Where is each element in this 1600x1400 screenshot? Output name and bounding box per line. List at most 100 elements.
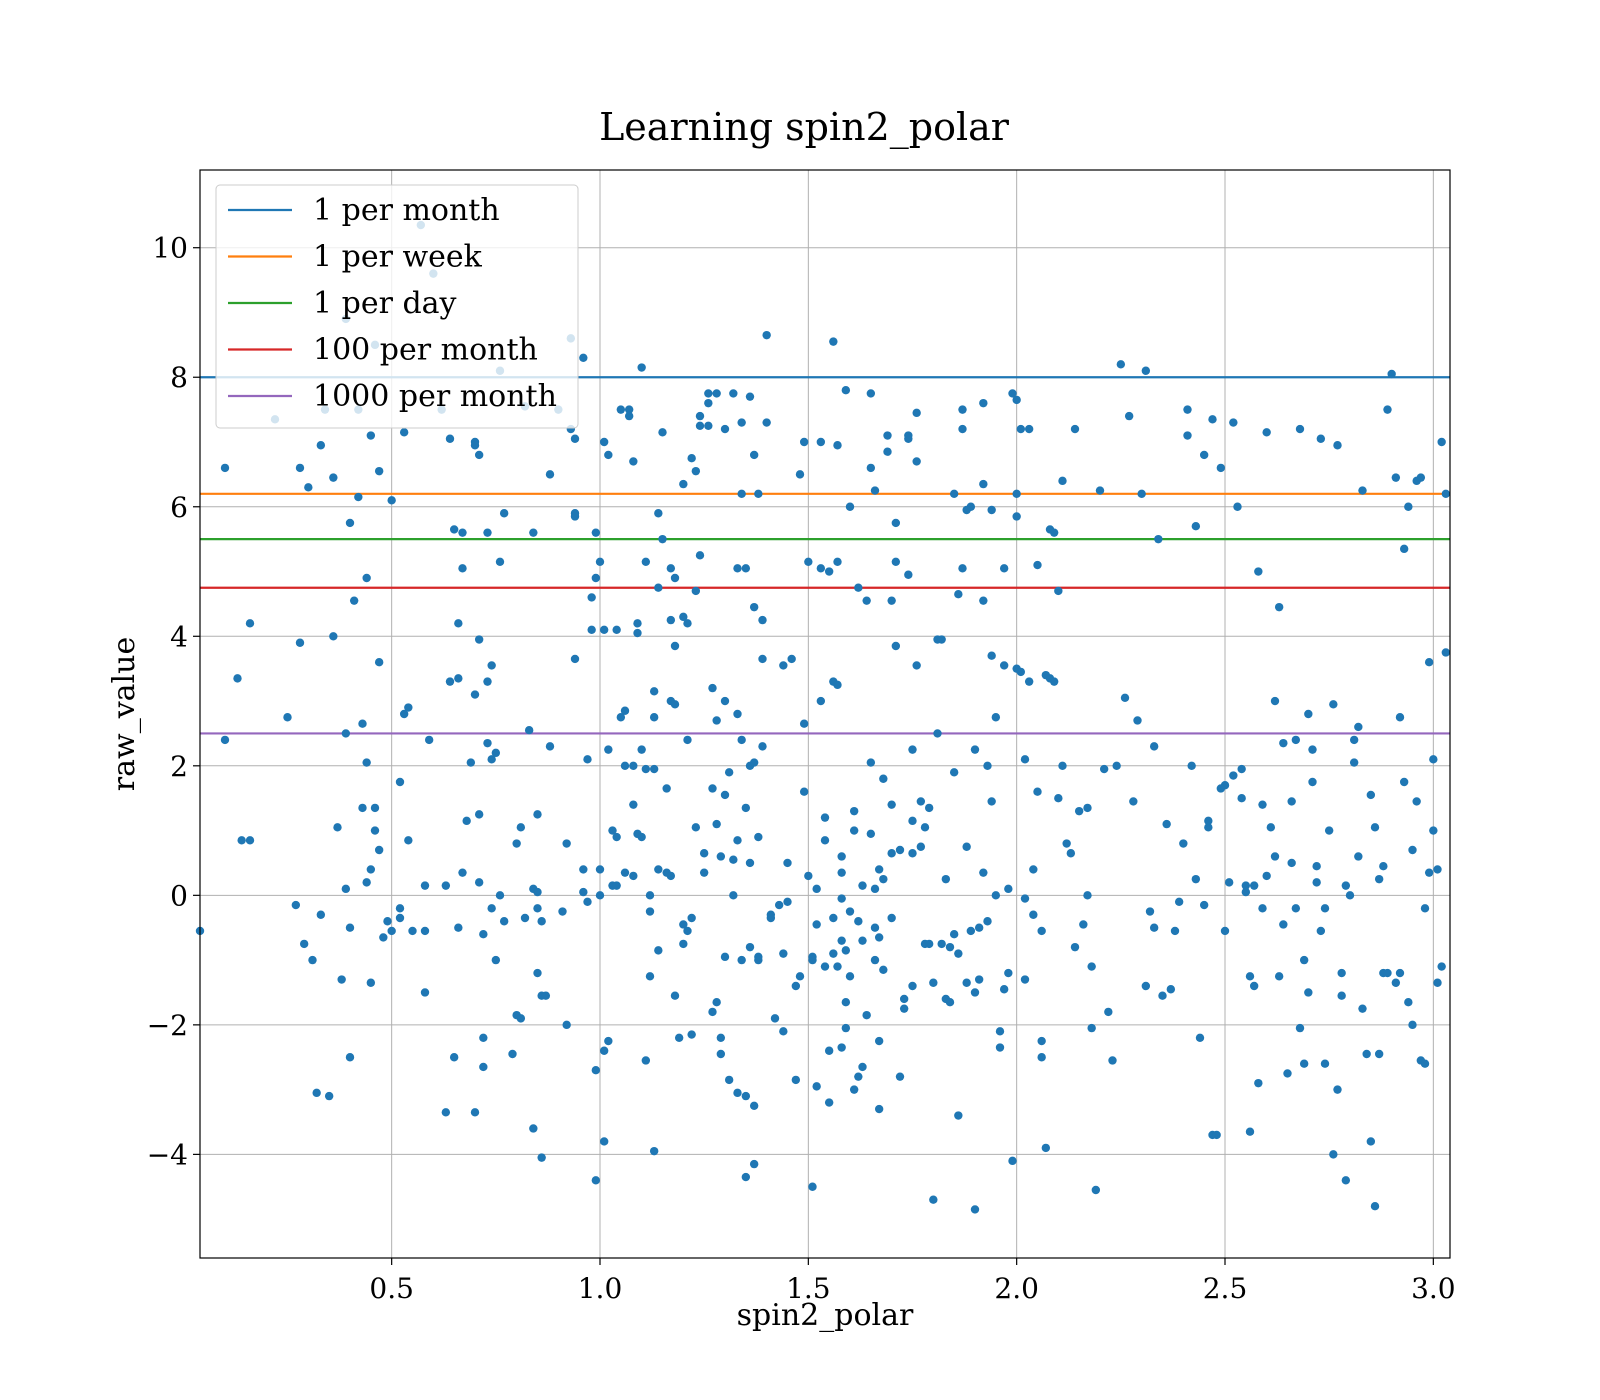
data-point — [1204, 823, 1213, 832]
x-tick-label: 1.0 — [578, 1272, 623, 1305]
data-point — [512, 839, 521, 848]
data-point — [329, 473, 338, 482]
data-point — [1279, 738, 1288, 748]
data-point — [604, 745, 613, 754]
data-point — [983, 761, 992, 771]
data-point — [929, 978, 938, 987]
data-point — [604, 450, 613, 460]
data-point — [1266, 823, 1276, 832]
data-point — [1404, 997, 1413, 1007]
data-point — [562, 1020, 571, 1030]
data-point — [474, 450, 484, 460]
data-point — [799, 787, 809, 796]
data-point — [1399, 544, 1409, 554]
data-point — [687, 453, 696, 463]
data-point — [708, 784, 717, 793]
data-point — [620, 761, 630, 771]
data-point — [841, 1023, 851, 1033]
data-point — [616, 405, 626, 414]
data-point — [449, 1053, 459, 1062]
data-point — [629, 761, 638, 771]
data-point — [670, 991, 680, 1000]
data-point — [1137, 489, 1146, 499]
data-point — [1245, 1127, 1255, 1136]
data-point — [766, 913, 776, 923]
data-point — [941, 874, 951, 884]
data-point — [837, 936, 846, 945]
data-point — [1399, 777, 1409, 787]
data-point — [570, 654, 580, 664]
data-point — [837, 868, 846, 877]
data-point — [999, 564, 1009, 573]
data-point — [1162, 819, 1171, 829]
data-point — [1070, 942, 1080, 952]
data-point — [1029, 865, 1038, 874]
legend-entry: 100 per month — [313, 333, 538, 368]
data-point — [1404, 502, 1413, 511]
data-point — [808, 955, 817, 965]
plot-frame — [199, 169, 1451, 1259]
data-point — [824, 567, 834, 576]
data-point — [374, 845, 384, 855]
data-point — [487, 661, 496, 670]
data-point — [1199, 450, 1209, 460]
x-tick-label: 0.5 — [369, 1272, 414, 1305]
data-point — [866, 463, 876, 473]
data-point — [587, 593, 596, 602]
data-point — [937, 939, 946, 949]
data-point — [949, 489, 959, 499]
data-point — [1037, 1053, 1046, 1062]
data-point — [724, 1075, 734, 1085]
data-point — [849, 826, 859, 835]
x-tick-label: 2.5 — [1203, 1272, 1248, 1305]
data-point — [912, 661, 921, 670]
data-point — [1004, 968, 1013, 978]
data-point — [1041, 1143, 1051, 1153]
data-point — [520, 913, 530, 923]
data-point — [608, 826, 617, 835]
data-point — [1429, 755, 1438, 764]
data-point — [720, 952, 730, 962]
threshold-lines — [200, 376, 1450, 735]
data-point — [1108, 1056, 1117, 1065]
data-point — [1012, 512, 1021, 521]
data-point — [837, 894, 846, 903]
data-point — [579, 865, 588, 874]
data-point — [704, 421, 713, 431]
data-point — [370, 803, 380, 813]
data-point — [812, 1082, 821, 1091]
data-point — [1054, 586, 1063, 596]
data-point — [645, 891, 655, 900]
data-point — [987, 651, 996, 660]
data-point — [958, 564, 967, 573]
data-point — [908, 849, 917, 858]
data-point — [958, 405, 967, 414]
data-point — [741, 564, 751, 573]
data-point — [924, 939, 934, 949]
data-point — [1149, 923, 1159, 932]
data-point — [654, 865, 663, 874]
data-point — [866, 829, 876, 839]
data-point — [1262, 871, 1271, 881]
data-point — [458, 528, 467, 537]
data-point — [1274, 972, 1284, 981]
data-point — [712, 819, 721, 829]
data-point — [845, 502, 855, 511]
data-point — [783, 858, 792, 868]
data-point — [1083, 891, 1092, 900]
legend: 1 per month 1 per week 1 per day 100 per mo… — [215, 184, 579, 429]
data-point — [529, 1124, 538, 1133]
data-point — [474, 810, 484, 819]
data-point — [924, 803, 934, 813]
data-point — [1387, 369, 1396, 379]
data-point — [795, 470, 805, 479]
data-point — [716, 1033, 726, 1043]
data-point — [458, 868, 467, 877]
data-point — [908, 745, 917, 754]
data-point — [1358, 486, 1367, 495]
data-point — [1349, 735, 1359, 745]
data-point — [1229, 771, 1238, 780]
data-point — [304, 483, 313, 492]
data-point — [1270, 696, 1280, 706]
data-point — [1204, 816, 1213, 826]
